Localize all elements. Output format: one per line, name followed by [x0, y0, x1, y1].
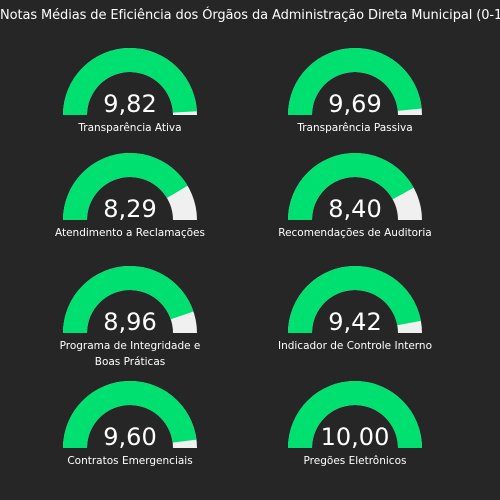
- gauge-arc: [288, 380, 422, 448]
- gauge-value: 9,42: [328, 308, 382, 336]
- gauge-arc: [288, 47, 422, 115]
- gauge-arc: [63, 266, 197, 333]
- gauge-label: Pregões Eletrônicos: [303, 455, 407, 467]
- gauge-label: Indicador de Controle Interno: [277, 340, 433, 352]
- gauge-5: 8,96 Programa de Integridade e Boas Práti…: [30, 266, 230, 376]
- gauge-6: 9,42 Indicador de Controle Interno: [255, 266, 455, 376]
- gauge-value: 9,60: [103, 423, 157, 451]
- gauge-label: Atendimento a Reclamações: [54, 227, 205, 239]
- gauge-label: Programa de Integridade e Boas Práticas: [59, 340, 201, 368]
- gauge-arc: [288, 266, 422, 333]
- gauge-fill: [288, 380, 422, 448]
- gauge-label: Recomendações de Auditoria: [278, 227, 432, 239]
- gauge-value: 10,00: [320, 423, 390, 451]
- gauge-3: 8,29 Atendimento a Reclamações: [30, 153, 230, 263]
- gauge-1: 9,82 Transparência Ativa: [30, 48, 230, 158]
- gauge-arc: [63, 381, 197, 448]
- gauge-fill: [288, 266, 421, 333]
- gauge-value: 8,29: [103, 195, 157, 223]
- gauge-label: Transparência Passiva: [297, 122, 413, 134]
- gauge-value: 8,96: [103, 308, 157, 336]
- gauge-fill: [288, 47, 422, 115]
- gauge-value: 8,40: [328, 195, 382, 223]
- gauge-fill: [63, 153, 188, 220]
- gauge-value: 9,69: [328, 90, 382, 118]
- gauge-fill: [63, 48, 197, 115]
- gauge-label: Transparência Ativa: [78, 122, 182, 134]
- gauge-fill: [288, 152, 414, 220]
- gauge-arc: [288, 152, 422, 220]
- chart-title: Notas Médias de Eficiência dos Órgãos da…: [0, 8, 500, 23]
- gauge-arc: [63, 153, 197, 220]
- gauge-value: 9,82: [103, 90, 157, 118]
- gauge-fill: [63, 266, 194, 333]
- gauge-7: 9,60 Contratos Emergenciais: [30, 381, 230, 491]
- gauge-arc: [63, 48, 197, 115]
- gauge-4: 8,40 Recomendações de Auditoria: [255, 152, 455, 263]
- gauge-2: 9,69 Transparência Passiva: [255, 47, 455, 158]
- gauge-fill: [63, 381, 197, 448]
- gauge-8: 10,00 Pregões Eletrônicos: [255, 380, 455, 491]
- gauge-label: Contratos Emergenciais: [67, 455, 193, 467]
